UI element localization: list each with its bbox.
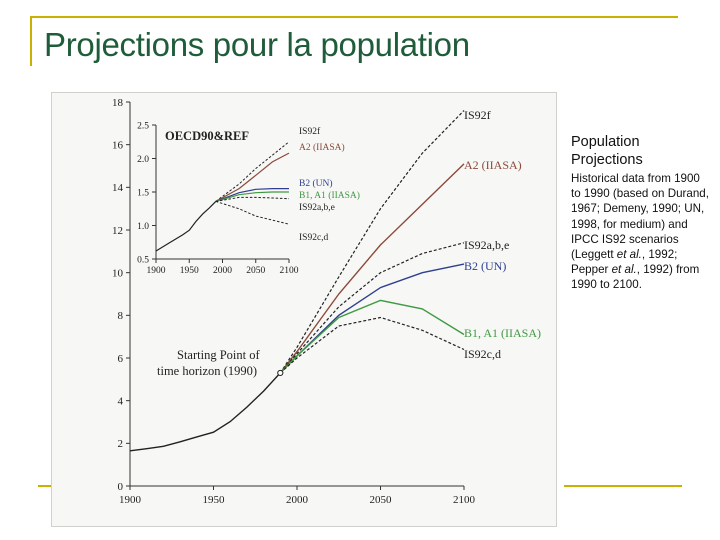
main-x-tick-label: 2000 bbox=[286, 494, 309, 506]
bottom-right-accent-rule bbox=[564, 485, 682, 487]
inset-series-b2-un bbox=[215, 187, 289, 202]
main-y-tick-label: 12 bbox=[112, 225, 123, 237]
inset-y-tick-label: 1.0 bbox=[137, 222, 149, 232]
main-y-tick-label: 18 bbox=[112, 97, 124, 109]
sidebar-body-italic: et al. bbox=[611, 263, 637, 277]
main-x-tick-label: 2100 bbox=[453, 494, 476, 506]
main-y-tick-label: 10 bbox=[112, 268, 124, 280]
main-y-tick-label: 4 bbox=[118, 396, 124, 408]
main-series-historical bbox=[129, 372, 281, 452]
main-series-label-is92c-d: IS92c,d bbox=[464, 347, 501, 361]
main-y-tick-label: 0 bbox=[118, 481, 124, 493]
inset-series-label-is92c-d: IS92c,d bbox=[299, 233, 329, 243]
main-y-tick-label: 2 bbox=[118, 438, 124, 450]
main-x-tick-label: 2050 bbox=[370, 494, 393, 506]
main-series-label-is92f: IS92f bbox=[464, 108, 491, 122]
inset-series-a2-iiasa bbox=[215, 152, 290, 202]
main-y-tick-label: 6 bbox=[118, 353, 124, 365]
main-series-is92c-d bbox=[279, 316, 465, 374]
main-annotation-line-1: Starting Point of bbox=[177, 348, 260, 362]
sidebar-body: Historical data from 1900 to 1990 (based… bbox=[571, 171, 711, 293]
inset-series-label-b1-a1-iiasa: B1, A1 (IIASA) bbox=[299, 190, 360, 201]
slide-title: Projections pour la population bbox=[44, 26, 470, 63]
inset-y-tick-label: 2.0 bbox=[137, 155, 149, 165]
main-y-tick-label: 14 bbox=[112, 182, 124, 194]
sidebar-body-part: , 1992) from 1990 to 2100. bbox=[571, 263, 700, 292]
main-annotation-line-2: time horizon (1990) bbox=[157, 364, 257, 378]
bottom-left-accent-rule bbox=[38, 485, 52, 487]
inset-series-label-b2-un: B2 (UN) bbox=[299, 178, 333, 189]
sidebar-heading: Population Projections bbox=[571, 134, 643, 168]
inset-x-tick-label: 1900 bbox=[147, 266, 166, 276]
inset-x-tick-label: 2100 bbox=[280, 266, 299, 276]
title-accent-rule bbox=[30, 16, 678, 18]
inset-series-label-a2-iiasa: A2 (IIASA) bbox=[299, 142, 345, 153]
main-x-tick-label: 1900 bbox=[119, 494, 142, 506]
inset-title: OECD90&REF bbox=[165, 129, 249, 143]
main-series-label-b1-a1-iiasa: B1, A1 (IIASA) bbox=[464, 326, 541, 340]
sidebar-body-italic: et al. bbox=[616, 248, 642, 262]
inset-series-label-is92a-b-e: IS92a,b,e bbox=[299, 203, 335, 213]
inset-series-historical bbox=[155, 200, 217, 252]
main-series-b2-un bbox=[279, 263, 465, 374]
main-series-is92f bbox=[279, 110, 465, 374]
sidebar-text: Population Projections Historical data f… bbox=[571, 133, 711, 293]
inset-x-tick-label: 2050 bbox=[246, 266, 265, 276]
inset-x-tick-label: 2000 bbox=[213, 266, 232, 276]
inset-x-tick-label: 1950 bbox=[180, 266, 199, 276]
main-series-label-a2-iiasa: A2 (IIASA) bbox=[464, 158, 522, 172]
sidebar-body-part: Historical data from 1900 to 1990 (based… bbox=[571, 172, 709, 262]
main-series-label-b2-un: B2 (UN) bbox=[464, 259, 506, 273]
main-x-tick-label: 1950 bbox=[203, 494, 226, 506]
sidebar-body-part: , 1992; Pepper bbox=[571, 248, 678, 277]
main-y-tick-label: 16 bbox=[112, 140, 124, 152]
inset-series-b1-a1-iiasa bbox=[215, 191, 289, 202]
population-chart: 1900 1950 2000 2050 2100 0 2 4 6 8 10 12 14 16 18 IS92f… bbox=[112, 97, 541, 506]
title-accent-bar bbox=[30, 16, 32, 66]
inset-series-is92c-d bbox=[215, 200, 290, 225]
main-series-b1-a1-iiasa bbox=[279, 299, 465, 374]
main-start-point-marker bbox=[277, 369, 284, 377]
population-figure: 1900 1950 2000 2050 2100 0 2 4 6 8 10 12 14 16 18 IS92f… bbox=[52, 93, 556, 526]
inset-y-tick-label: 0.5 bbox=[137, 255, 149, 265]
main-y-tick-label: 8 bbox=[118, 310, 124, 322]
inset-series-is92a-b-e bbox=[215, 196, 290, 202]
inset-y-tick-label: 2.5 bbox=[137, 121, 149, 131]
inset-y-tick-label: 1.5 bbox=[137, 188, 149, 198]
main-series-is92a-b-e bbox=[279, 242, 465, 374]
inset-series-is92f bbox=[215, 141, 290, 202]
main-series-a2-iiasa bbox=[279, 163, 465, 374]
inset-series-label-is92f: IS92f bbox=[299, 126, 321, 137]
main-series-label-is92a-b-e: IS92a,b,e bbox=[464, 238, 509, 252]
